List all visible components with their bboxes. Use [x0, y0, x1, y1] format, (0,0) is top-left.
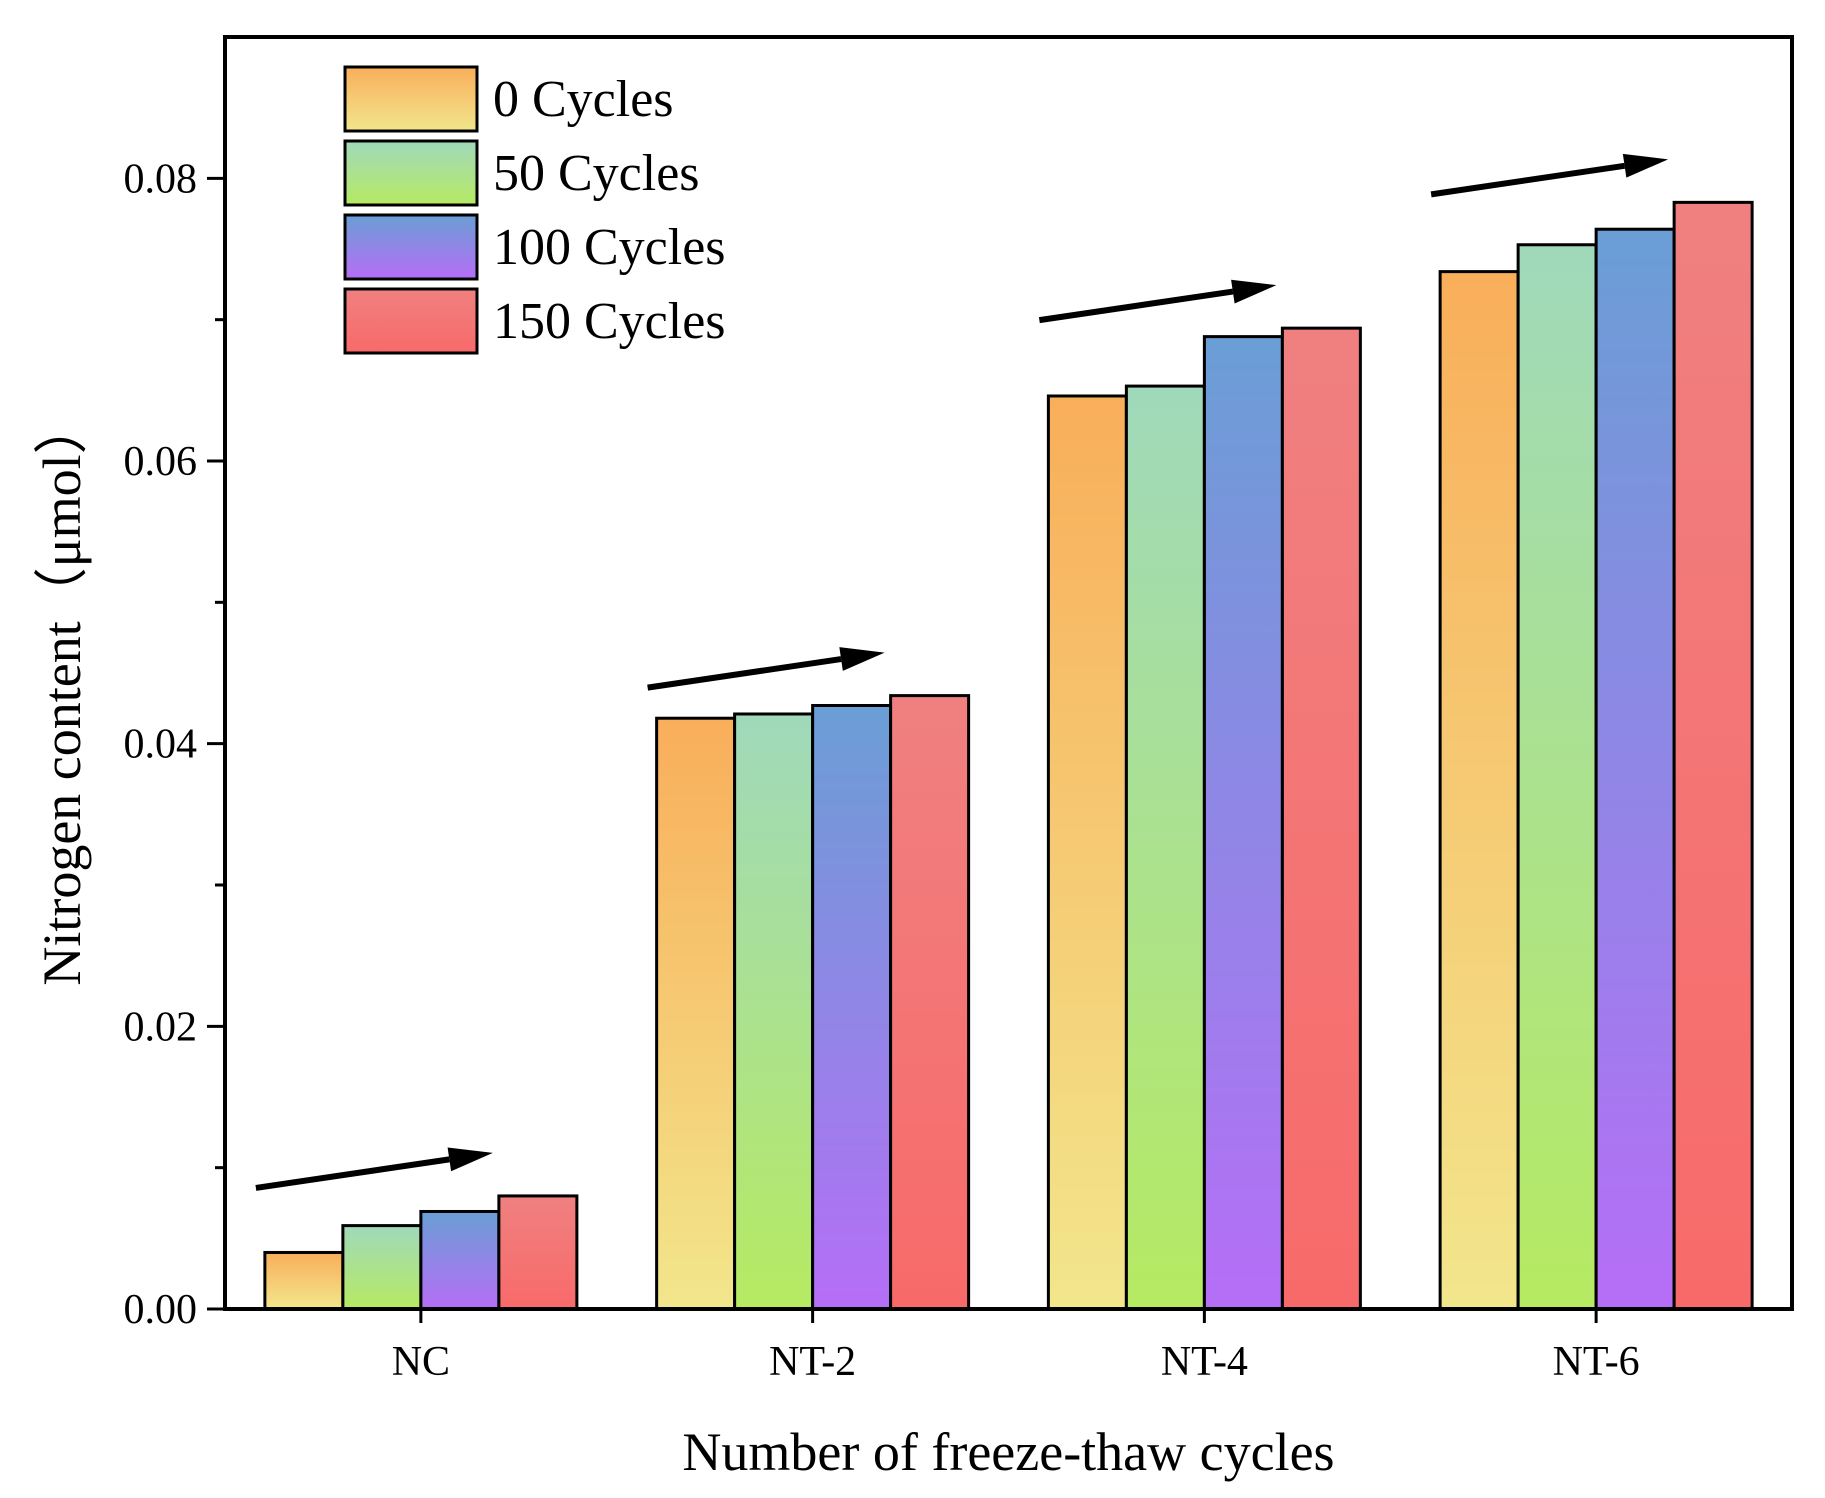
- bar-nc-100-cycles: [419, 1209, 501, 1311]
- bar-nt-4-0-cycles: [1046, 394, 1128, 1311]
- y-tick-label: 0.04: [124, 722, 198, 768]
- x-tick-label: NC: [392, 1339, 450, 1385]
- bar-nc-150-cycles: [497, 1194, 579, 1311]
- y-axis-title: Nitrogen content（μmol）: [32, 400, 92, 985]
- legend-label: 150 Cycles: [493, 293, 726, 350]
- legend-item: 150 Cycles: [343, 287, 726, 355]
- y-tick-label: 0.06: [124, 439, 198, 485]
- bar-nt-2-150-cycles: [889, 694, 971, 1311]
- bar-nt-4-100-cycles: [1202, 335, 1284, 1311]
- legend-item: 50 Cycles: [343, 139, 700, 207]
- x-tick-label: NT-4: [1161, 1339, 1248, 1385]
- legend-item: 100 Cycles: [343, 213, 726, 281]
- legend-label: 50 Cycles: [493, 145, 700, 202]
- trend-arrows: [255, 153, 1669, 1191]
- trend-arrow: [255, 1147, 493, 1191]
- bar-nt-2-50-cycles: [733, 712, 815, 1311]
- axes: [223, 35, 1794, 1311]
- legend-item: 0 Cycles: [343, 65, 674, 133]
- legend-swatch: [343, 65, 479, 133]
- legend-label: 0 Cycles: [493, 71, 674, 128]
- bar-nt-2-100-cycles: [811, 704, 893, 1311]
- trend-arrow: [647, 647, 885, 691]
- trend-arrow: [1430, 153, 1669, 198]
- bar-nt-6-50-cycles: [1516, 243, 1598, 1311]
- bar-nt-6-150-cycles: [1672, 200, 1754, 1311]
- legend-swatch: [343, 287, 479, 355]
- bar-nt-4-50-cycles: [1124, 384, 1206, 1311]
- y-tick-label: 0.00: [124, 1287, 198, 1333]
- x-tick-label: NT-6: [1553, 1339, 1640, 1385]
- bar-nc-0-cycles: [263, 1250, 345, 1311]
- plot-frame: [223, 35, 1794, 1311]
- legend-swatch: [343, 213, 479, 281]
- bar-nt-4-150-cycles: [1280, 326, 1362, 1311]
- y-axis-ticks: 0.00 0.02 0.04 0.06 0.08: [124, 156, 225, 1333]
- x-axis-ticks: NC NT-2 NT-4 NT-6: [392, 1309, 1640, 1385]
- y-tick-label: 0.08: [124, 156, 198, 202]
- legend-label: 100 Cycles: [493, 219, 726, 276]
- y-tick-label: 0.02: [124, 1004, 198, 1050]
- bar-nc-50-cycles: [341, 1224, 423, 1311]
- bar-nt-2-0-cycles: [655, 716, 737, 1311]
- x-axis-title: Number of freeze-thaw cycles: [682, 1422, 1334, 1482]
- bar-nt-6-100-cycles: [1594, 227, 1676, 1311]
- trend-arrow: [1038, 279, 1277, 324]
- x-tick-label: NT-2: [769, 1339, 856, 1385]
- bar-nt-6-0-cycles: [1438, 270, 1520, 1311]
- legend: 0 Cycles 50 Cycles 100 Cycles 150 Cycles: [343, 65, 726, 355]
- legend-swatch: [343, 139, 479, 207]
- bars-layer: [263, 200, 1754, 1311]
